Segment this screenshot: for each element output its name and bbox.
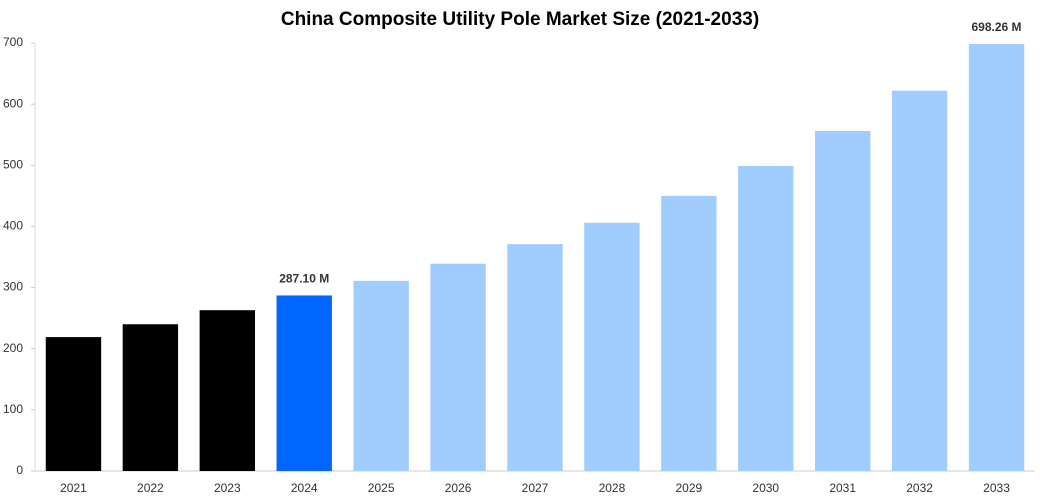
value-label: 698.26 M [972,20,1022,34]
y-tick-label: 700 [3,35,23,49]
bar [507,244,563,471]
y-tick-label: 100 [3,402,23,416]
bar [891,90,948,471]
x-tick-label: 2026 [445,481,472,495]
x-tick-label: 2022 [137,481,164,495]
x-tick-label: 2029 [675,481,702,495]
y-tick-label: 300 [3,280,23,294]
bar [353,280,409,471]
bar [815,131,871,471]
bar [122,324,179,471]
x-tick-label: 2021 [60,481,87,495]
chart-title: China Composite Utility Pole Market Size… [281,9,759,30]
y-tick-label: 500 [3,157,23,171]
y-tick-label: 0 [16,463,23,477]
value-label: 287.10 M [279,272,329,286]
bar [661,195,717,471]
x-tick-label: 2030 [752,481,779,495]
x-tick-label: 2028 [599,481,626,495]
x-tick-label: 2025 [368,481,395,495]
x-tick-label: 2032 [906,481,933,495]
bar [738,165,794,471]
x-tick-label: 2027 [522,481,549,495]
bar [45,337,102,471]
y-tick-label: 200 [3,341,23,355]
y-tick-label: 600 [3,96,23,110]
x-tick-label: 2023 [214,481,241,495]
bar [276,295,332,471]
bar [584,222,640,471]
bar [430,263,486,471]
bar [968,44,1025,472]
x-tick-label: 2024 [291,481,318,495]
y-tick-label: 400 [3,219,23,233]
bar [199,310,255,471]
x-tick-label: 2031 [829,481,856,495]
x-tick-label: 2033 [983,481,1010,495]
